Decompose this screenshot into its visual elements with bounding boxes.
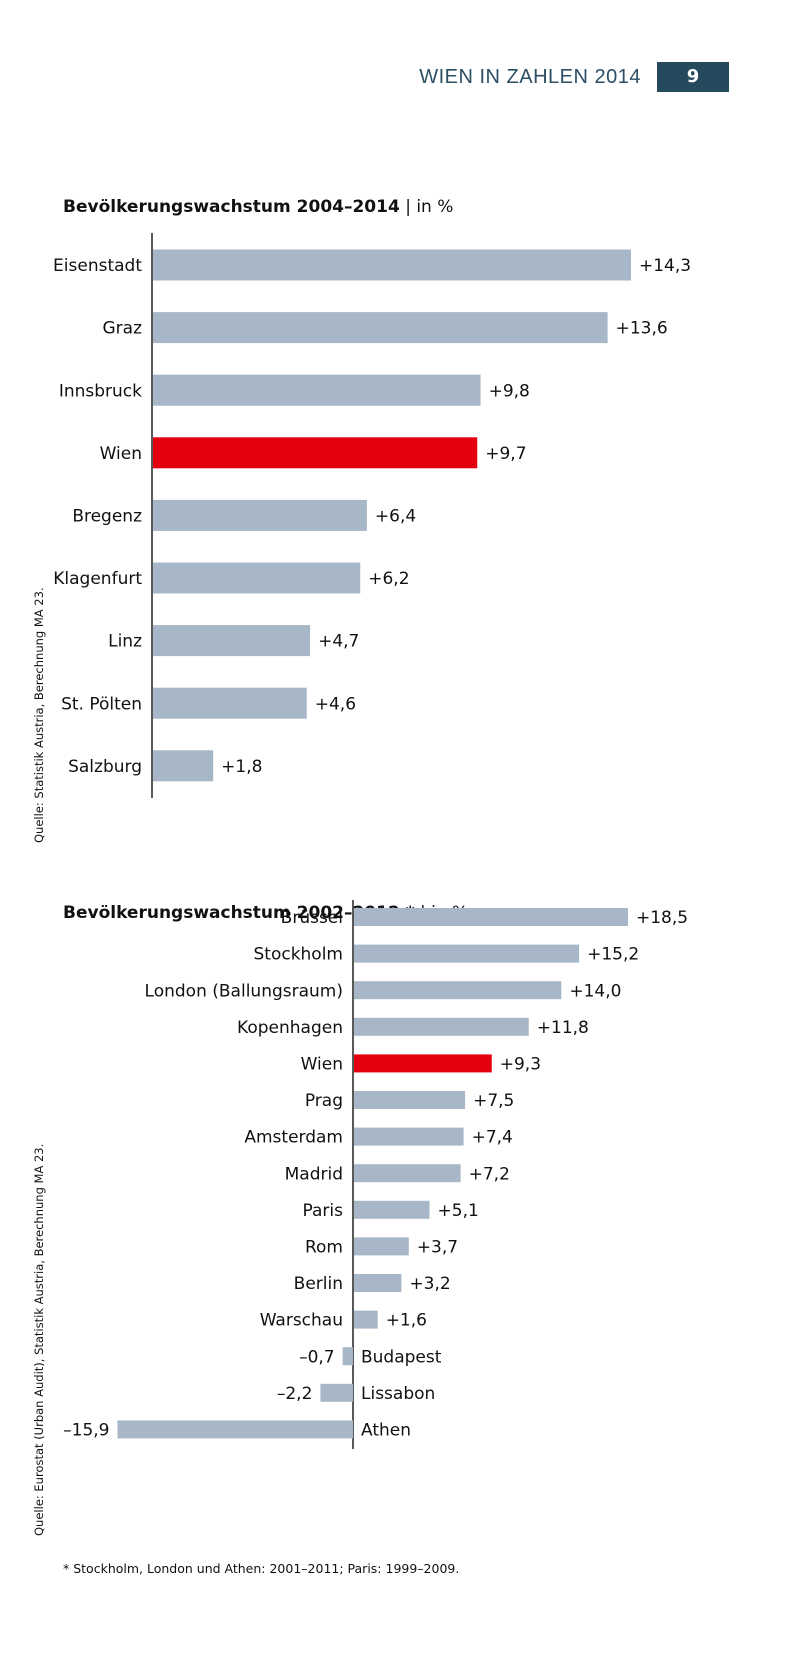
chart-2-value-label-budapest: –0,7: [299, 1347, 335, 1367]
chart-2-bar-lissabon: [320, 1383, 353, 1402]
chart-1-bar-linz: [153, 625, 311, 657]
chart-2-bar-stockholm: [354, 944, 580, 963]
chart-1-value-label-st-polten: +4,6: [315, 694, 356, 714]
chart-1-value-label-wien: +9,7: [485, 444, 526, 464]
chart-2-category-label-berlin: Berlin: [294, 1274, 343, 1294]
chart-2-category-label-stockholm: Stockholm: [253, 945, 343, 965]
chart-2-category-label-brussel: Brüssel: [281, 908, 343, 928]
chart-2-category-label-athen: Athen: [361, 1421, 411, 1441]
chart-1-category-label-bregenz: Bregenz: [72, 507, 142, 527]
chart-1-value-label-klagenfurt: +6,2: [368, 569, 409, 589]
chart-1-value-label-graz: +13,6: [616, 319, 668, 339]
page-header: WIEN IN ZAHLEN 2014 9: [419, 62, 729, 92]
chart-2-category-label-budapest: Budapest: [361, 1347, 442, 1367]
chart-2-value-label-warschau: +1,6: [386, 1311, 427, 1331]
chart-2-bar-berlin: [354, 1274, 402, 1292]
header-title: WIEN IN ZAHLEN 2014: [419, 65, 641, 88]
chart-2-bar-budapest: [342, 1347, 353, 1366]
chart-2-bar-amsterdam: [354, 1127, 464, 1146]
footnote: * Stockholm, London und Athen: 2001–2011…: [63, 1561, 460, 1576]
chart-2-category-label-rom: Rom: [305, 1238, 343, 1258]
chart-2-value-label-athen: –15,9: [63, 1421, 109, 1441]
chart-2-bar-wien: [354, 1054, 492, 1073]
chart-2-category-label-warschau: Warschau: [260, 1311, 343, 1331]
chart-2-value-label-rom: +3,7: [417, 1238, 458, 1258]
chart-2-value-label-brussel: +18,5: [636, 908, 688, 928]
chart-1-title-main: Bevölkerungswachstum 2004–2014: [63, 197, 400, 217]
chart-2-category-label-madrid: Madrid: [285, 1164, 343, 1184]
chart-2-value-label-london-ballungsraum: +14,0: [569, 981, 621, 1001]
chart-1-bar-bregenz: [153, 499, 367, 531]
chart-1-value-label-innsbruck: +9,8: [489, 381, 530, 401]
chart-1-value-label-salzburg: +1,8: [221, 757, 262, 777]
chart-1-category-label-st-polten: St. Pölten: [61, 694, 142, 714]
chart-1-category-label-graz: Graz: [102, 319, 142, 339]
chart-1-category-label-eisenstadt: Eisenstadt: [53, 256, 142, 276]
chart-2-bar-kopenhagen: [354, 1017, 529, 1036]
chart-1-category-label-klagenfurt: Klagenfurt: [53, 569, 142, 589]
chart-2-bar-paris: [354, 1200, 430, 1219]
chart-2-bar-warschau: [354, 1310, 378, 1329]
chart-2-category-label-kopenhagen: Kopenhagen: [237, 1018, 343, 1038]
chart-1-bar-salzburg: [153, 750, 214, 782]
chart-2-value-label-stockholm: +15,2: [587, 945, 639, 965]
chart-2-category-label-amsterdam: Amsterdam: [244, 1128, 343, 1148]
chart-2-bar-london-ballungsraum: [354, 981, 562, 1000]
chart-1-category-label-innsbruck: Innsbruck: [59, 381, 142, 401]
chart-1-bar-graz: [153, 312, 608, 344]
chart-2-value-label-prag: +7,5: [473, 1091, 514, 1111]
chart-2-bar-madrid: [354, 1164, 461, 1183]
chart-1-bar-wien: [153, 437, 478, 469]
chart-2-value-label-wien: +9,3: [500, 1055, 541, 1075]
chart-2-category-label-lissabon: Lissabon: [361, 1384, 435, 1404]
chart-1-bar-eisenstadt: [153, 249, 631, 281]
chart-1-value-label-bregenz: +6,4: [375, 507, 416, 527]
chart-1-title-unit: | in %: [399, 197, 454, 217]
chart-2-value-label-paris: +5,1: [438, 1201, 479, 1221]
chart-2-value-label-berlin: +3,2: [409, 1274, 450, 1294]
chart-1-bar-klagenfurt: [153, 562, 361, 594]
chart-1-category-label-wien: Wien: [100, 444, 142, 464]
chart-2-value-label-lissabon: –2,2: [277, 1384, 313, 1404]
chart-1-value-label-linz: +4,7: [318, 632, 359, 652]
chart-2-category-label-wien: Wien: [301, 1055, 343, 1075]
chart-2-bar-rom: [354, 1237, 409, 1256]
chart-1-bar-innsbruck: [153, 374, 481, 406]
chart-1-category-label-salzburg: Salzburg: [68, 757, 142, 777]
chart-1-title: Bevölkerungswachstum 2004–2014 | in %: [63, 197, 453, 217]
chart-2-value-label-madrid: +7,2: [469, 1164, 510, 1184]
chart-1-category-label-linz: Linz: [108, 632, 142, 652]
chart-2-title-main: Bevölkerungswachstum 2002–2012: [63, 903, 400, 923]
chart-1-bar-st-polten: [153, 687, 307, 719]
chart-2-bar-athen: [117, 1420, 353, 1439]
chart-1-value-label-eisenstadt: +14,3: [639, 256, 691, 276]
chart-2-value-label-kopenhagen: +11,8: [537, 1018, 589, 1038]
chart-2-bar-prag: [354, 1091, 466, 1109]
chart-2-bar-brussel: [354, 908, 628, 926]
chart-2-value-label-amsterdam: +7,4: [472, 1128, 513, 1148]
chart-2-category-label-prag: Prag: [305, 1091, 343, 1111]
chart-2-category-label-paris: Paris: [303, 1201, 344, 1221]
chart-2-category-label-london-ballungsraum: London (Ballungsraum): [145, 981, 343, 1001]
page-number-badge: 9: [657, 62, 729, 92]
